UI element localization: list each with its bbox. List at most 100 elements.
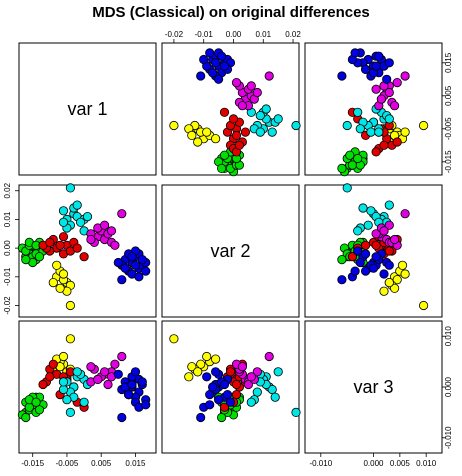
data-point: [113, 257, 123, 268]
data-point: [141, 266, 151, 276]
data-point: [65, 183, 76, 193]
tick-label: -0.02: [3, 296, 12, 315]
panel-r1-c2: [161, 42, 301, 177]
data-point: [246, 81, 256, 91]
tick-label: -0.01: [195, 30, 214, 39]
data-point: [392, 137, 402, 147]
data-point: [58, 269, 69, 279]
data-point: [219, 379, 230, 390]
data-point: [400, 71, 410, 81]
data-point: [371, 229, 381, 239]
data-point: [400, 269, 410, 279]
data-point: [38, 379, 48, 390]
data-point: [379, 286, 389, 296]
data-point: [214, 74, 224, 84]
data-point: [219, 107, 230, 117]
data-point: [86, 362, 96, 372]
data-point: [222, 389, 233, 400]
data-point: [350, 266, 360, 276]
data-point: [418, 120, 429, 131]
data-point: [363, 220, 373, 230]
data-point: [379, 269, 389, 279]
panel-r2-c3: [304, 183, 443, 318]
data-point: [219, 150, 230, 160]
panel-frame: [18, 42, 157, 176]
tick-label: 0.02: [285, 30, 301, 39]
data-point: [368, 263, 379, 273]
data-point: [355, 257, 365, 268]
data-point: [231, 78, 242, 88]
data-point: [384, 87, 394, 98]
data-point: [124, 389, 134, 400]
tick-label: -0.015: [444, 150, 453, 173]
data-point: [65, 407, 76, 417]
data-point: [418, 300, 429, 311]
data-point: [240, 127, 250, 137]
data-point: [366, 127, 376, 137]
data-point: [389, 234, 400, 245]
data-point: [55, 240, 65, 250]
data-point: [270, 392, 280, 402]
data-point: [79, 397, 89, 407]
axis-x-bottom: -0.015 -0.005 0.005 0.015: [21, 453, 146, 468]
data-point: [353, 153, 363, 164]
axis-y-left: -0.02 -0.01 0.00 0.01 0.02: [3, 182, 19, 315]
data-point: [58, 232, 69, 242]
data-point: [58, 217, 69, 227]
data-point: [355, 124, 365, 134]
data-point: [374, 51, 384, 61]
data-point: [86, 234, 96, 245]
data-point: [117, 209, 127, 219]
tick-label: 0.010: [444, 326, 453, 347]
variable-label: var 3: [353, 377, 393, 397]
data-point: [217, 51, 227, 61]
data-point: [31, 397, 41, 407]
tick-label: 0.01: [255, 30, 271, 39]
data-point: [184, 372, 194, 382]
data-point: [389, 283, 400, 293]
data-point: [208, 382, 218, 392]
tick-label: 0.02: [3, 182, 12, 198]
chart-title: MDS (Classical) on original differences: [92, 4, 370, 21]
data-point: [246, 397, 256, 407]
data-point: [113, 369, 123, 379]
data-point: [267, 127, 277, 137]
data-point: [117, 275, 127, 285]
data-point: [291, 407, 301, 417]
data-point: [342, 120, 352, 131]
data-point: [371, 240, 381, 250]
data-point: [264, 351, 274, 362]
data-point: [261, 104, 271, 114]
data-point: [360, 64, 371, 75]
tick-label: 0.005: [444, 85, 453, 106]
data-point: [211, 134, 221, 144]
axis-y-right: -0.015 -0.005 0.005 0.015: [442, 52, 453, 173]
data-point: [384, 114, 394, 124]
data-point: [384, 277, 394, 288]
data-point: [34, 405, 45, 415]
data-point: [48, 277, 58, 288]
data-point: [392, 275, 402, 285]
data-point: [117, 351, 127, 362]
panel-r1-c3: [304, 42, 443, 177]
data-point: [374, 127, 384, 137]
tick-label: 0.00: [3, 240, 12, 256]
data-point: [134, 272, 144, 282]
data-point: [397, 260, 408, 270]
variable-label: var 2: [210, 241, 250, 261]
variable-label: var 1: [67, 99, 107, 119]
panel-frame: [161, 184, 300, 318]
data-point: [384, 246, 394, 256]
tick-label: 0.005: [390, 459, 411, 468]
data-point: [231, 389, 242, 400]
data-point: [199, 54, 209, 65]
panel-frame: [304, 42, 443, 176]
data-point: [45, 372, 55, 382]
data-point: [21, 412, 31, 423]
data-point: [400, 209, 410, 219]
data-point: [72, 200, 82, 210]
data-point: [21, 255, 31, 265]
data-point: [211, 58, 221, 68]
